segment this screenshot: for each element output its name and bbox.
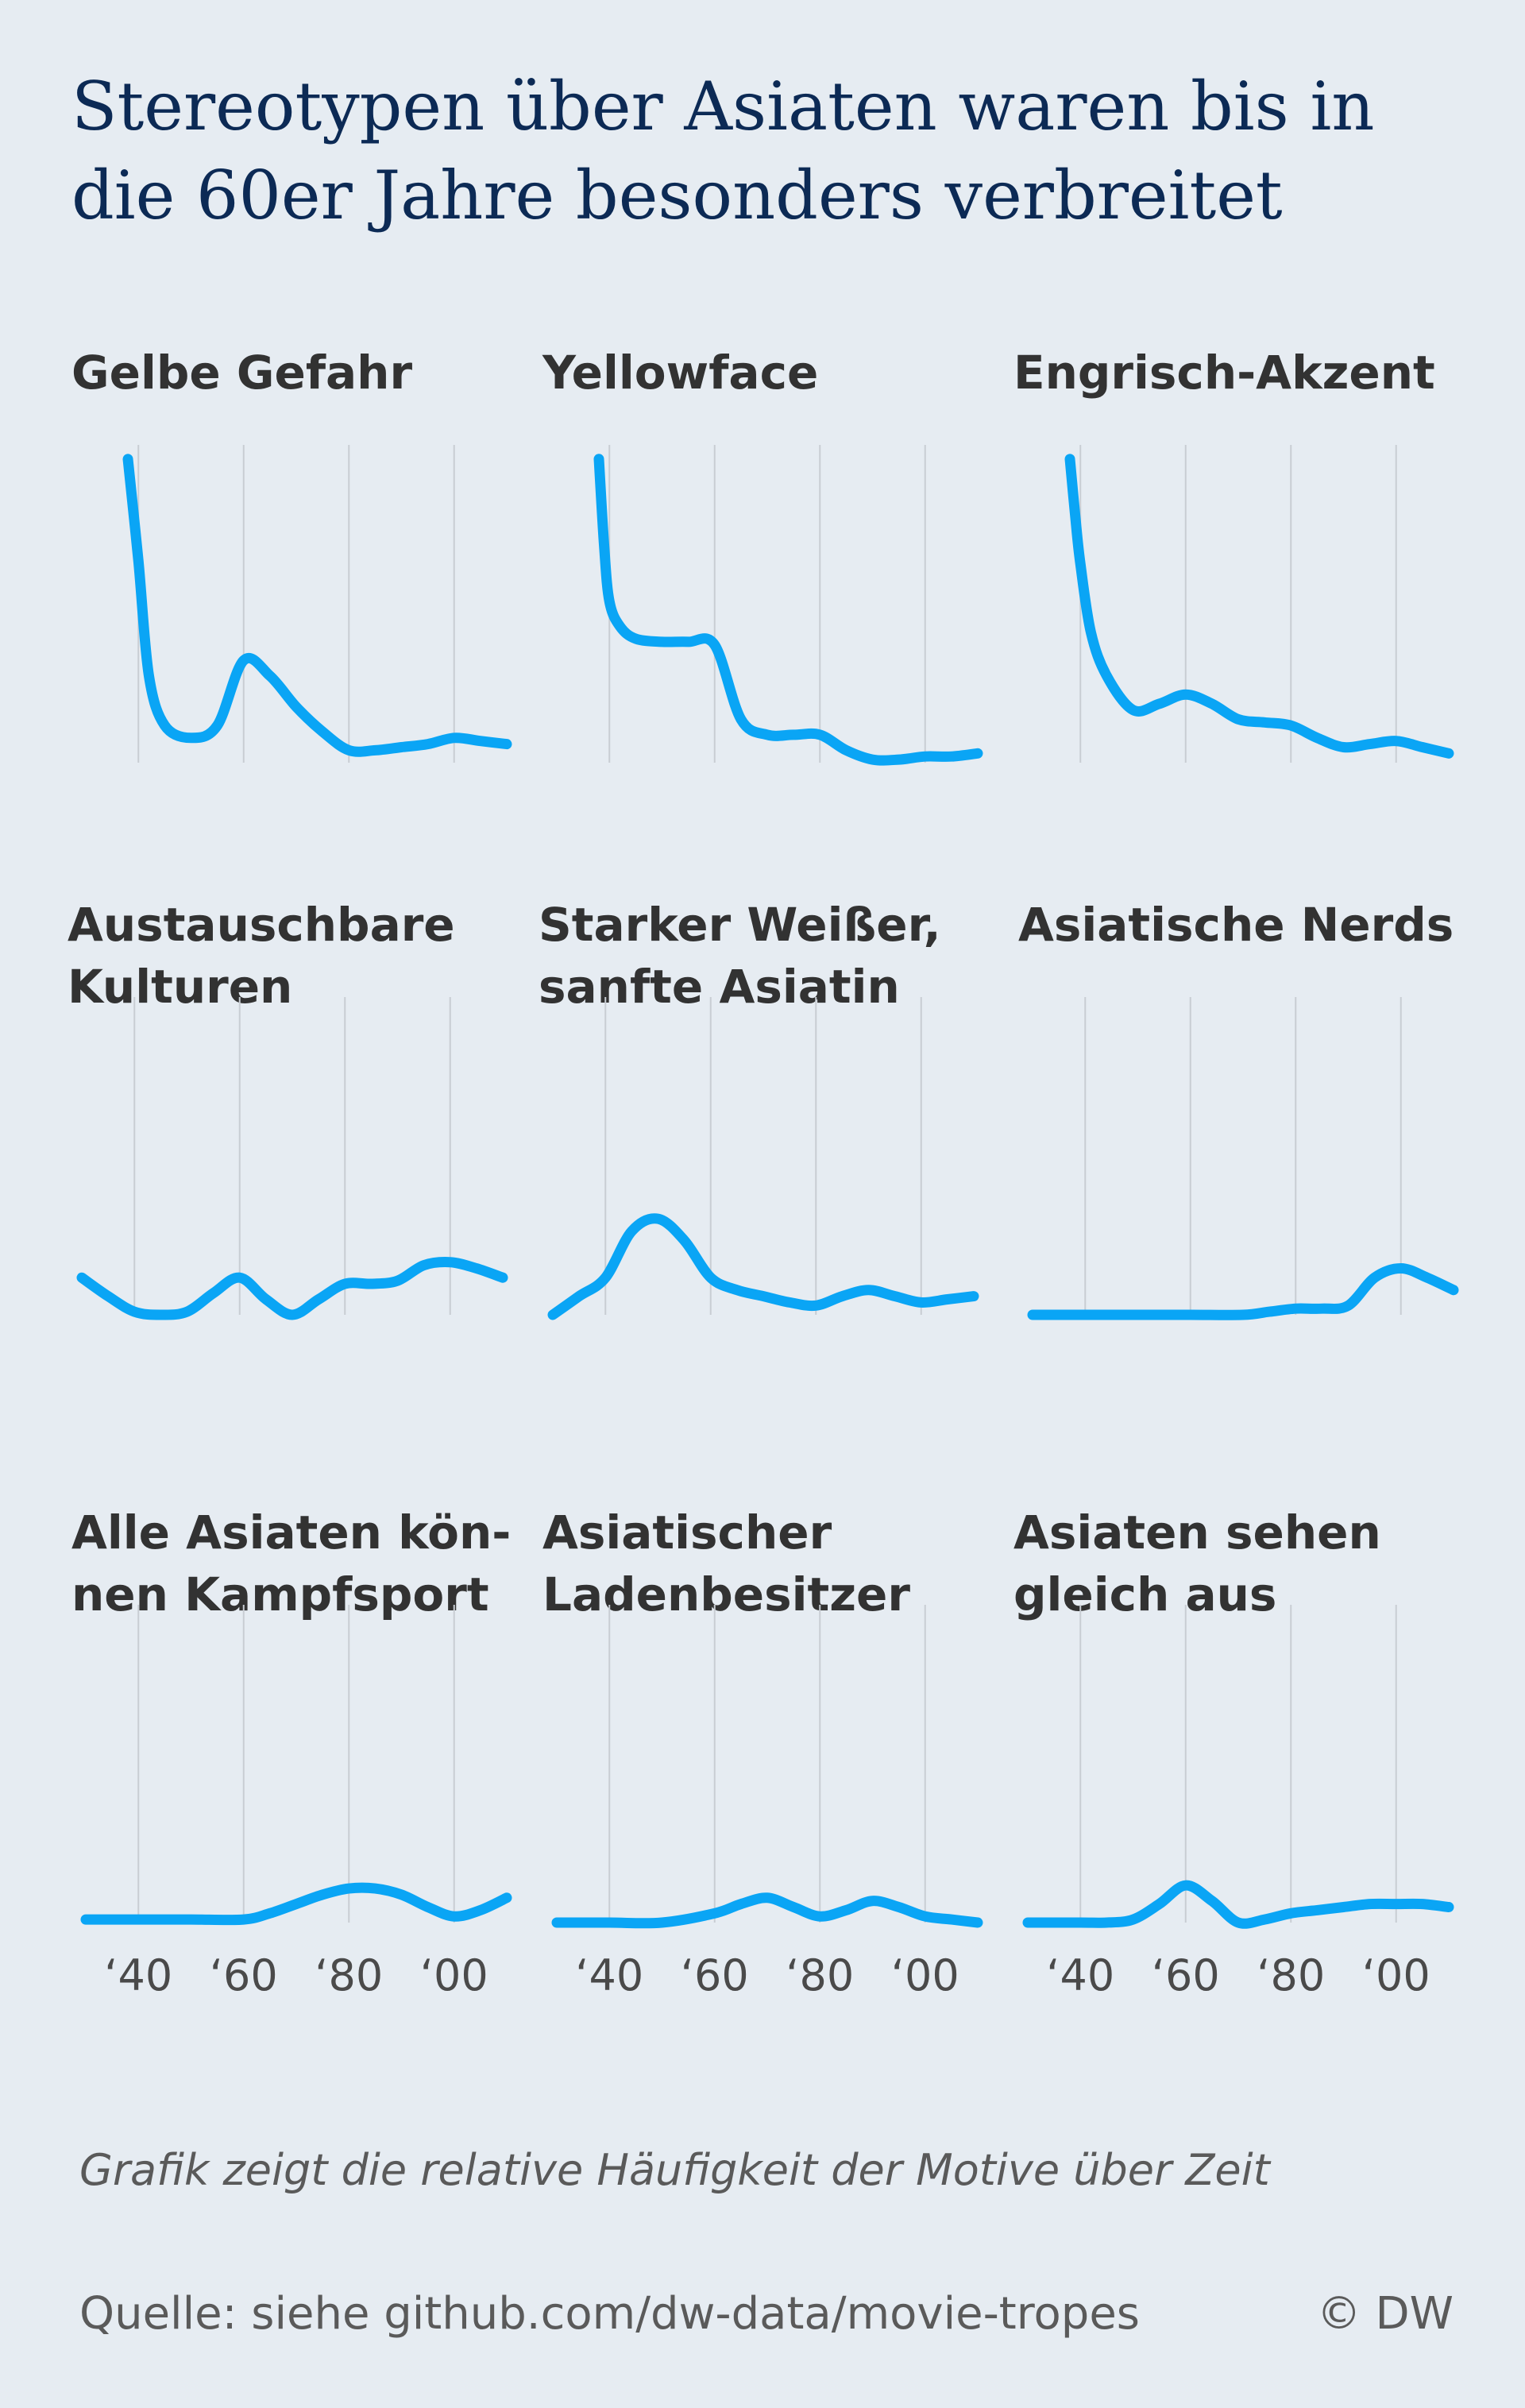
panel-title: Starker Weißer, sanfte Asiatin [539,898,941,1014]
x-tick-label: ‘00 [420,1950,488,2000]
series-line [547,1213,979,1320]
series-line [1064,454,1454,759]
panel-title: Gelbe Gefahr [71,346,413,400]
series-line [80,1882,512,1926]
x-tick-label: ‘60 [210,1950,278,2000]
panel-chart: ‘40 ‘60 ‘80 ‘00 [1022,1605,1454,2000]
x-tick-label: ‘60 [1152,1950,1220,2000]
x-tick-label: ‘80 [315,1950,383,2000]
x-tick-label: ‘40 [104,1950,172,2000]
panel-chart [1064,445,1454,763]
x-tick-label: ‘00 [1362,1950,1430,2000]
x-tick-label: ‘80 [786,1950,854,2000]
small-multiple-panel: Asiaten sehen gleich aus ‘40 ‘60 ‘80 ‘00 [1013,1502,1474,2058]
small-multiple-panel: Austauschbare Kulturen [68,894,528,1450]
panel-chart [547,997,979,1320]
series-line [593,454,983,766]
x-tick-label: ‘00 [891,1950,959,2000]
copyright: © DW [1316,2288,1454,2340]
chart-note: Grafik zeigt die relative Häufigkeit der… [79,2145,1270,2195]
small-multiple-panel: Yellowface [542,342,1003,898]
panel-chart [76,997,508,1320]
chart-title: Stereotypen über Asiaten waren bis in di… [71,68,1375,234]
x-tick-label: ‘80 [1257,1950,1325,2000]
series-line [1027,1263,1459,1320]
source-credit: Quelle: siehe github.com/dw-data/movie-t… [79,2288,1140,2340]
panel-title: Yellowface [542,346,819,400]
small-multiple-panel: Asiatische Nerds [1018,894,1479,1450]
x-tick-label: ‘40 [1046,1950,1114,2000]
panel-title: Asiatischer Ladenbesitzer [542,1505,910,1621]
small-multiple-panel: Engrisch-Akzent [1013,342,1474,898]
panel-chart: ‘40 ‘60 ‘80 ‘00 [551,1605,983,2000]
panel-title: Austauschbare Kulturen [68,898,455,1014]
series-line [122,454,512,757]
series-line [76,1257,508,1320]
small-multiple-panel: Gelbe Gefahr [71,342,532,898]
small-multiple-panel: Starker Weißer, sanfte Asiatin [539,894,999,1450]
series-line [551,1892,983,1929]
panel-chart: ‘40 ‘60 ‘80 ‘00 [80,1605,512,2000]
x-tick-label: ‘40 [575,1950,643,2000]
small-multiple-panel: Asiatischer Ladenbesitzer ‘40 ‘60 ‘80 ‘00 [542,1502,1003,2058]
panel-chart [122,445,512,763]
panel-title: Engrisch-Akzent [1013,346,1435,400]
small-multiple-panel: Alle Asiaten kön- nen Kampfsport ‘40 ‘60 ‘… [71,1502,532,2058]
x-tick-label: ‘60 [681,1950,749,2000]
panel-title: Alle Asiaten kön- nen Kampfsport [71,1505,512,1621]
series-line [1022,1880,1454,1929]
panel-chart [593,445,983,766]
panel-title: Asiaten sehen gleich aus [1013,1505,1381,1621]
panel-title: Asiatische Nerds [1018,898,1454,952]
panel-chart [1027,997,1459,1320]
